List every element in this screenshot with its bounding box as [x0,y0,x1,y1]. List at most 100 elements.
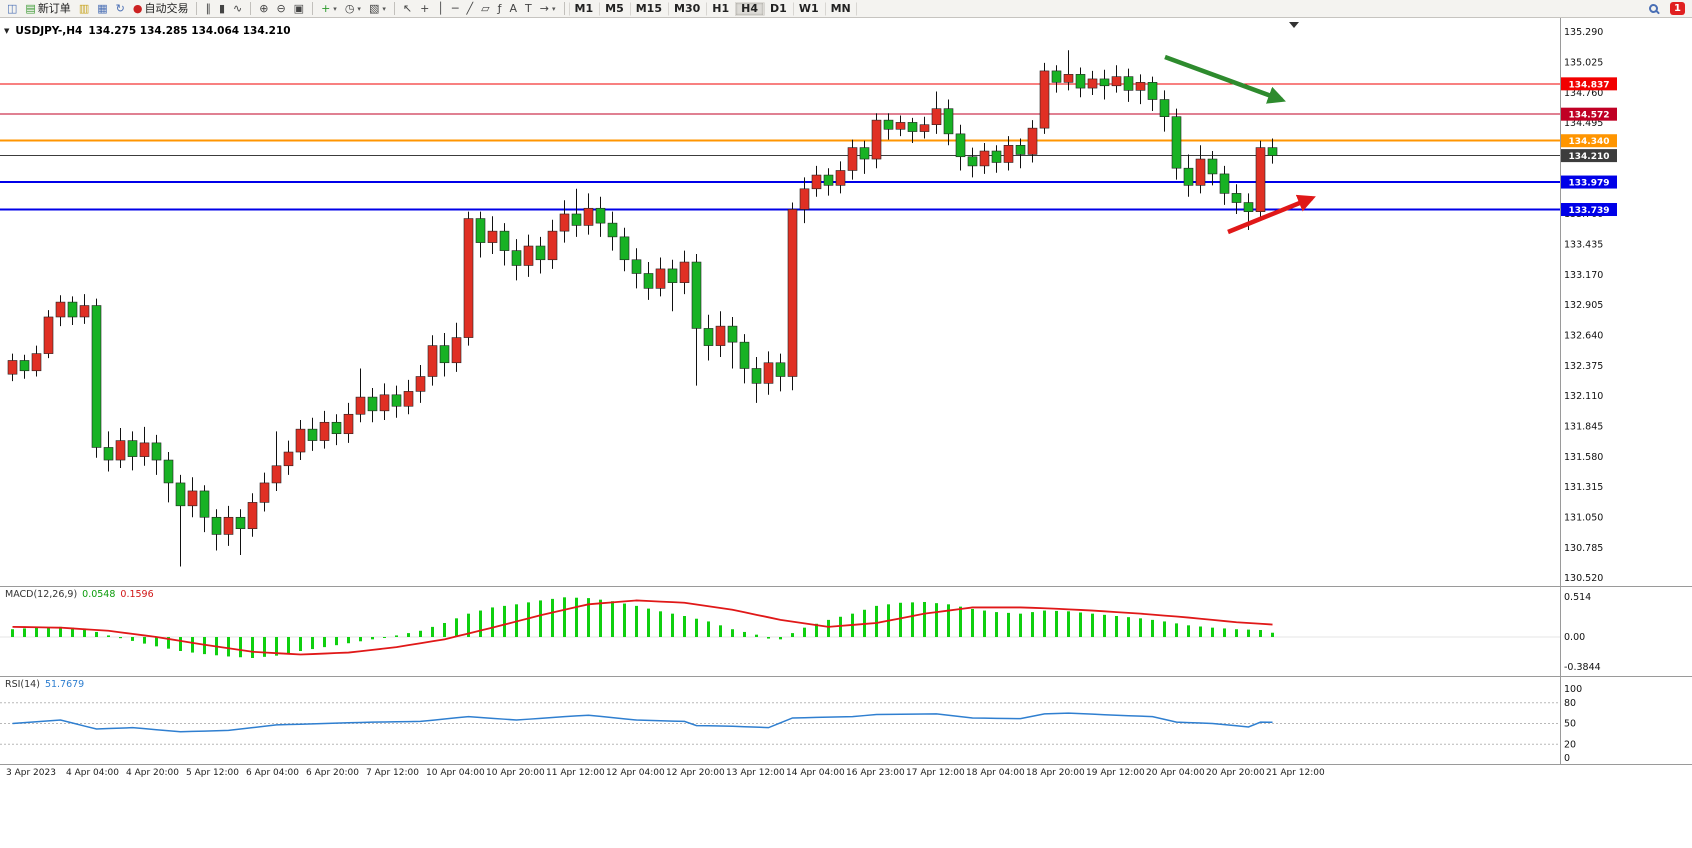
macd-label: MACD(12,26,9) 0.0548 0.1596 [5,589,154,600]
price-chart[interactable]: 135.290135.025134.760134.495134.230133.9… [0,18,1692,586]
tf-w1-button[interactable]: W1 [792,1,825,16]
profiles-button[interactable]: ▥ [75,1,93,17]
cursor-tool-button[interactable]: ↖ [399,1,416,17]
tf-d1-button[interactable]: D1 [764,1,793,16]
candle [535,245,546,261]
candle [751,368,762,384]
svg-text:133.979: 133.979 [1569,179,1610,189]
tf-m15-label: M15 [635,1,662,15]
channel-tool-button[interactable]: ▱ [477,1,493,17]
candle [175,482,186,507]
time-label: 4 Apr 20:00 [126,768,179,778]
tf-m1-button[interactable]: M1 [568,1,600,16]
candle [19,360,30,372]
refresh-button[interactable]: ↻ [112,1,129,17]
zoom-in-button[interactable]: ⊕ [255,1,272,17]
svg-text:132.905: 132.905 [1564,300,1603,311]
candle [523,245,534,266]
svg-text:20: 20 [1564,739,1576,750]
horizontal-lines [0,83,1560,211]
svg-text:132.110: 132.110 [1564,391,1603,402]
svg-text:134.837: 134.837 [1569,80,1610,90]
auto-trading-button[interactable]: ● 自动交易 [129,1,193,17]
tf-mn-button[interactable]: MN [824,1,857,16]
candle [475,218,486,243]
vline-icon: │ [437,1,444,15]
rsi-name: RSI(14) [5,679,40,690]
indicators-icon: + [321,1,331,15]
candle [463,218,474,338]
tf-m30-button[interactable]: M30 [668,1,706,16]
line-chart-mode-button[interactable]: ∿ [229,1,246,17]
new-order-label: 新订单 [37,1,71,15]
collapse-caret-icon[interactable]: ▼ [4,27,10,35]
tf-m15-button[interactable]: M15 [629,1,668,16]
candle [67,301,78,318]
bars-icon: ∥ [205,1,211,15]
candle [871,119,882,160]
tf-h1-button[interactable]: H1 [706,1,735,16]
tile-icon: ▣ [293,1,305,15]
label-tool-button[interactable]: T [521,1,536,17]
tile-windows-button[interactable]: ▣ [290,1,308,17]
charts-list-button[interactable]: ▦ [93,1,111,17]
candle [1243,202,1254,212]
candle [355,396,366,415]
tf-h4-button[interactable]: H4 [735,1,765,16]
vertical-line-tool-button[interactable]: │ [433,1,448,17]
time-label: 18 Apr 20:00 [1026,768,1085,778]
candle [379,394,390,412]
candle [859,147,870,160]
zoom-out-button[interactable]: ⊖ [272,1,289,17]
toolbar-group-chart-type: ∥ ▮ ∿ [201,0,246,17]
svg-text:134.760: 134.760 [1564,88,1603,99]
templates-button[interactable]: ▧ ▾ [365,1,390,17]
macd-panel[interactable]: 0.514 0.00 -0.3844 [0,586,1692,676]
toolbar-right: 1 [1645,1,1689,17]
text-tool-button[interactable]: A [506,1,522,17]
arrows-tool-button[interactable]: → ▾ [536,1,560,17]
rsi-panel[interactable]: 100 80 50 20 0 [0,676,1692,764]
rsi-line [12,712,1273,733]
svg-text:131.580: 131.580 [1564,452,1603,463]
horizontal-line-tool-button[interactable]: ─ [448,1,463,17]
templates-icon: ▧ [368,1,380,15]
candlestick-mode-button[interactable]: ▮ [215,1,229,17]
macd-name: MACD(12,26,9) [5,589,78,600]
candle [667,268,678,283]
toolbar-group-menus: + ▾ ◷ ▾ ▧ ▾ [317,0,390,17]
time-label: 3 Apr 2023 [6,768,56,778]
tf-m5-button[interactable]: M5 [599,1,630,16]
refresh-icon: ↻ [115,1,125,15]
candle [1267,147,1278,156]
crosshair-tool-button[interactable]: + [416,1,433,17]
periods-button[interactable]: ◷ ▾ [341,1,365,17]
candle [187,490,198,507]
svg-text:132.375: 132.375 [1564,361,1603,372]
notification-badge[interactable]: 1 [1670,2,1685,15]
candle [931,108,942,126]
svg-text:100: 100 [1564,684,1582,695]
new-order-button[interactable]: ▤ 新订单 [21,1,74,17]
candle [1111,76,1122,87]
indicators-button[interactable]: + ▾ [317,1,341,17]
candle [607,222,618,238]
candle [235,516,246,530]
candle [319,421,330,441]
search-icon [1649,4,1659,13]
new-chart-button[interactable]: ◫ [3,1,21,17]
fibonacci-tool-button[interactable]: ƒ [494,1,506,17]
tf-m5-label: M5 [605,1,624,15]
price-badge: 134.340 [1561,134,1617,148]
tf-w1-label: W1 [798,1,819,15]
candle [991,150,1002,163]
time-axis[interactable]: 3 Apr 2023 4 Apr 04:00 4 Apr 20:00 5 Apr 12… [0,764,1692,784]
search-button[interactable] [1645,1,1662,17]
zoom-in-icon: ⊕ [259,1,269,15]
bar-chart-mode-button[interactable]: ∥ [201,1,215,17]
toolbar-group-file: ◫ ▤ 新订单 ▥ ▦ ↻ ● 自动交易 [3,0,192,17]
hline-icon: ─ [451,1,459,15]
trendline-tool-button[interactable]: ╱ [463,1,478,17]
candle [547,230,558,261]
bounce-up-arrow [1227,194,1316,235]
